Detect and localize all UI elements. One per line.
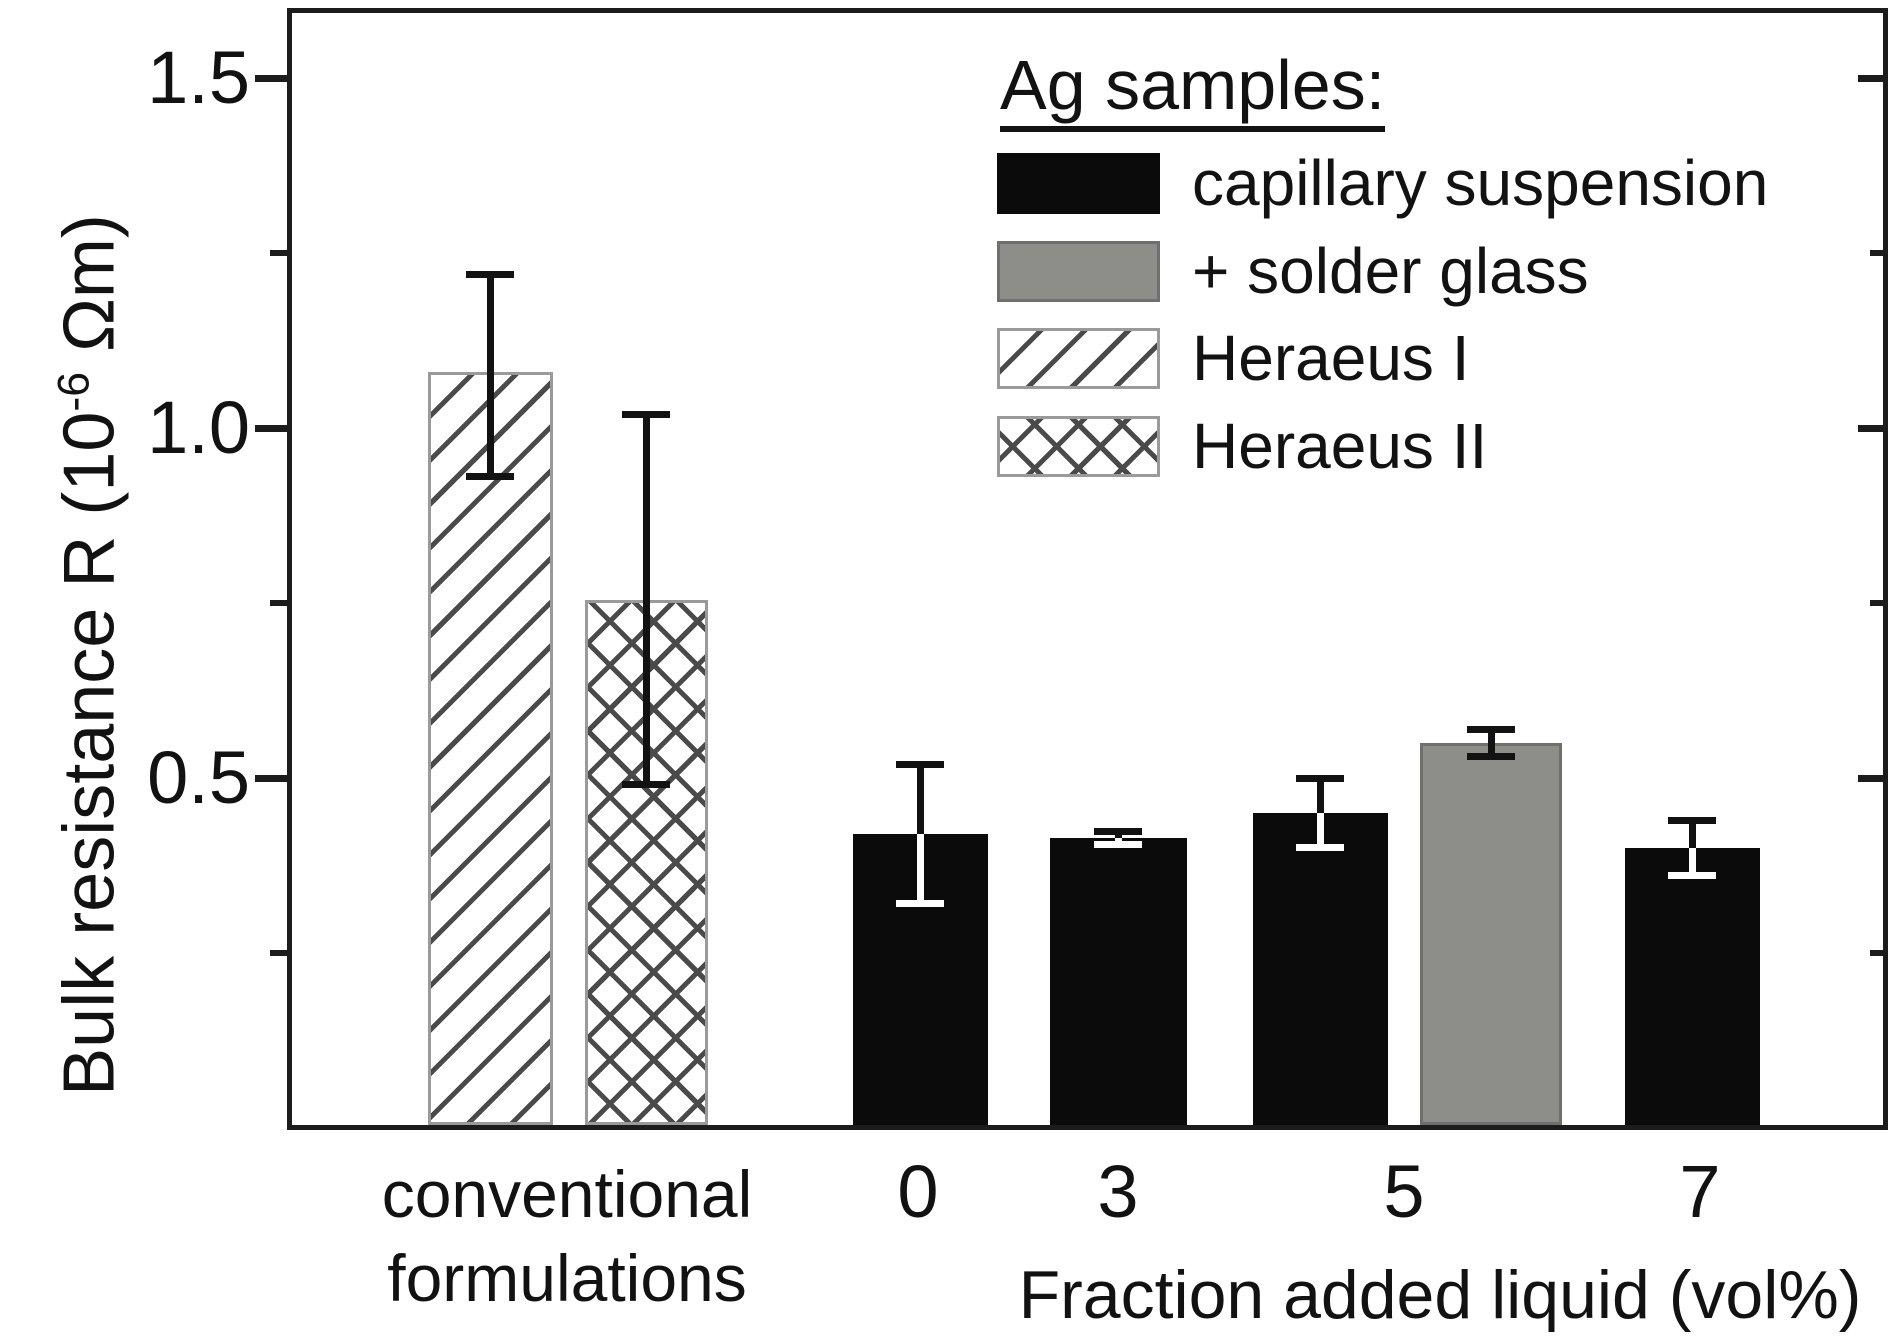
y-axis-title-suffix: Ωm) <box>49 214 130 372</box>
y-axis-tick-label: 1.5 <box>147 36 250 119</box>
error-stem-upper-capillary-0 <box>916 764 924 834</box>
plot-area <box>287 8 1888 1130</box>
x-axis-title: Fraction added liquid (vol%) <box>1018 1257 1862 1333</box>
error-cap-lower-capillary-0 <box>896 900 944 907</box>
right-axis-minor-tick <box>1870 950 1886 956</box>
y-axis-major-tick <box>255 425 287 432</box>
legend-swatch-solder-glass <box>997 240 1160 302</box>
error-cap-lower-heraeus-i <box>466 473 514 480</box>
error-stem-upper-heraeus-i <box>486 274 494 372</box>
error-cap-lower-capillary-7 <box>1668 872 1716 879</box>
error-stem-upper-capillary-7 <box>1688 820 1696 848</box>
legend-swatch-heraeus-i <box>997 328 1160 389</box>
y-axis-tick-label: 0.5 <box>147 736 250 819</box>
error-cap-lower-capillary-3 <box>1094 840 1142 848</box>
error-cap-upper-solder-glass-5 <box>1467 726 1515 733</box>
error-cap-lower-solder-glass-5 <box>1467 753 1515 760</box>
x-tick-label-7: 7 <box>1679 1150 1721 1233</box>
error-cap-lower-heraeus-ii <box>622 781 670 788</box>
error-stem-lower-capillary-5 <box>1316 813 1324 848</box>
right-axis-major-tick <box>1858 425 1886 432</box>
group-label-line-1: conventional <box>381 1157 753 1231</box>
y-axis-minor-tick <box>270 600 287 606</box>
right-axis-minor-tick <box>1870 600 1886 606</box>
error-cap-upper-capillary-3 <box>1094 827 1142 835</box>
legend-swatch-heraeus-ii <box>997 415 1160 477</box>
error-cap-upper-capillary-5 <box>1296 775 1344 782</box>
y-axis-minor-tick <box>270 950 287 956</box>
legend-item-label-heraeus-i: Heraeus I <box>1192 322 1470 394</box>
error-stem-lower-capillary-0 <box>916 834 924 904</box>
y-axis-minor-tick <box>270 250 287 256</box>
legend-item-label-solder-glass: + solder glass <box>1192 234 1589 307</box>
legend-swatch-capillary-suspension <box>997 153 1160 214</box>
error-cap-lower-capillary-5 <box>1296 844 1344 851</box>
legend-title: Ag samples: <box>1000 48 1386 132</box>
bar-capillary-7 <box>1624 848 1760 1125</box>
bar-capillary-3 <box>1049 837 1187 1125</box>
error-cap-upper-capillary-0 <box>896 761 944 768</box>
x-tick-label-3: 3 <box>1097 1150 1139 1233</box>
bar-heraeus-i <box>427 372 553 1125</box>
y-axis-major-tick <box>255 75 287 82</box>
y-axis-major-tick <box>255 775 287 782</box>
legend-item-label-heraeus-ii: Heraeus II <box>1192 409 1488 482</box>
error-cap-upper-capillary-7 <box>1668 817 1716 824</box>
x-tick-label-0: 0 <box>897 1150 939 1233</box>
error-stem-upper-solder-glass-5 <box>1487 729 1495 743</box>
group-label-line-2: formulations <box>387 1241 747 1315</box>
group-label-conventional-formulations: conventional formulations <box>307 1152 827 1320</box>
right-axis-major-tick <box>1858 775 1886 782</box>
y-axis-tick-label: 1.0 <box>147 386 250 469</box>
error-stem-lower-capillary-7 <box>1688 848 1696 876</box>
legend-item-label-capillary-suspension: capillary suspension <box>1192 147 1769 219</box>
right-axis-minor-tick <box>1870 250 1886 256</box>
x-tick-label-5: 5 <box>1383 1150 1425 1233</box>
y-axis-title: Bulk resistance R (10-6 Ωm) <box>35 214 130 1096</box>
error-stem-lower-heraeus-ii <box>642 599 650 785</box>
error-stem-upper-capillary-5 <box>1316 778 1324 813</box>
error-cap-upper-heraeus-ii <box>622 411 670 418</box>
error-stem-upper-heraeus-ii <box>642 414 650 600</box>
bar-capillary-5 <box>1252 813 1388 1125</box>
right-axis-major-tick <box>1858 75 1886 82</box>
error-stem-lower-heraeus-i <box>486 372 494 477</box>
error-cap-upper-heraeus-i <box>466 271 514 278</box>
bar-solder-glass-5 <box>1420 743 1562 1125</box>
error-stem-lower-solder-glass-5 <box>1487 743 1495 757</box>
